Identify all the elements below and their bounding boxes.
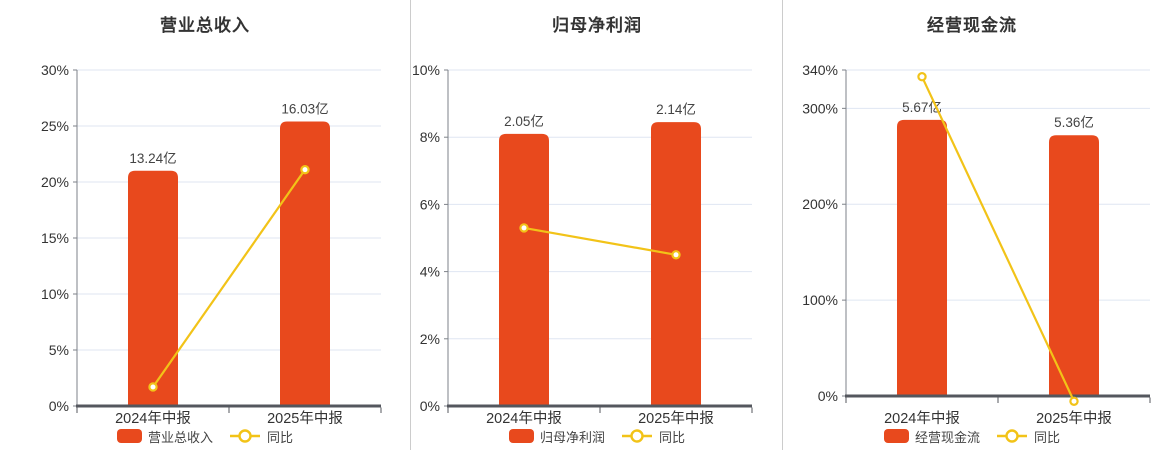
y-tick-label: 300% bbox=[802, 100, 838, 116]
legend-item-bar[interactable]: 归母净利润 bbox=[508, 427, 605, 446]
chart-title: 经营现金流 bbox=[927, 16, 1017, 35]
legend-line-label: 同比 bbox=[1034, 429, 1061, 445]
y-tick-label: 15% bbox=[41, 230, 69, 246]
chart-legend: 经营现金流 同比 bbox=[783, 426, 1160, 446]
legend-bar-label: 经营现金流 bbox=[914, 429, 980, 445]
cash-flow-chart-panel: 0% 100% 200% 300% 340% 5.67亿 5.36亿 2024年中报 2025年… bbox=[782, 0, 1160, 450]
chart-title: 归母净利润 bbox=[552, 16, 642, 35]
yoy-line bbox=[152, 169, 306, 388]
bar-value-label: 5.36亿 bbox=[1054, 115, 1094, 130]
y-tick-label: 340% bbox=[802, 62, 838, 78]
cash-flow-chart-canvas: 0% 100% 200% 300% 340% 5.67亿 5.36亿 2024年中报 2025年… bbox=[802, 62, 1151, 427]
revenue-chart-canvas: 0% 5% 10% 15% 20% 25% 30% 13.24亿 16.03亿 2024年中报 20… bbox=[41, 62, 382, 427]
y-tick-label: 200% bbox=[802, 196, 838, 212]
legend-bar-label: 营业总收入 bbox=[147, 429, 213, 445]
bar-value-label: 5.67亿 bbox=[902, 100, 942, 115]
line-swatch-icon bbox=[997, 429, 1027, 443]
bar-2025年中报[interactable] bbox=[1049, 135, 1099, 396]
revenue-chart-panel: 0% 5% 10% 15% 20% 25% 30% 13.24亿 16.03亿 2024年中报 20… bbox=[0, 0, 410, 450]
bar-value-label: 2.14亿 bbox=[656, 102, 696, 117]
x-category-label: 2024年中报 bbox=[115, 410, 191, 427]
y-tick-label: 6% bbox=[420, 196, 440, 212]
bar-swatch-icon bbox=[508, 429, 534, 443]
x-category-label: 2024年中报 bbox=[884, 410, 960, 427]
chart-title: 营业总收入 bbox=[160, 16, 250, 35]
yoy-line bbox=[523, 226, 677, 256]
yoy-marker-2024年中报[interactable] bbox=[917, 72, 927, 82]
bar-2024年中报[interactable] bbox=[499, 133, 549, 406]
net-profit-chart-canvas: 0% 2% 4% 6% 8% 10% 2.05亿 2.14亿 2024年中报 2025年中报 bbox=[412, 62, 753, 427]
bar-2025年中报[interactable] bbox=[651, 122, 701, 406]
y-tick-label: 4% bbox=[420, 264, 440, 280]
legend-item-bar[interactable]: 营业总收入 bbox=[116, 427, 213, 446]
y-tick-label: 100% bbox=[802, 292, 838, 308]
y-tick-label: 10% bbox=[41, 286, 69, 302]
y-tick-label: 20% bbox=[41, 174, 69, 190]
x-category-label: 2025年中报 bbox=[638, 410, 714, 427]
bar-swatch-icon bbox=[883, 429, 909, 443]
y-tick-label: 0% bbox=[49, 398, 69, 414]
net-profit-chart-panel: 0% 2% 4% 6% 8% 10% 2.05亿 2.14亿 2024年中报 2025年中报 归母… bbox=[410, 0, 783, 450]
bar-swatch-icon bbox=[116, 429, 142, 443]
bar-2024年中报[interactable] bbox=[897, 119, 947, 396]
line-swatch-icon bbox=[230, 429, 260, 443]
y-tick-label: 25% bbox=[41, 118, 69, 134]
y-tick-label: 0% bbox=[818, 388, 838, 404]
yoy-line bbox=[921, 76, 1075, 402]
legend-line-label: 同比 bbox=[267, 429, 294, 445]
y-tick-label: 10% bbox=[412, 62, 440, 78]
yoy-marker-2025年中报[interactable] bbox=[300, 164, 310, 175]
legend-line-label: 同比 bbox=[659, 429, 686, 445]
bar-2024年中报[interactable] bbox=[128, 170, 178, 406]
legend-item-line[interactable]: 同比 bbox=[229, 427, 293, 446]
x-category-label: 2025年中报 bbox=[1036, 410, 1112, 427]
yoy-marker-2025年中报[interactable] bbox=[671, 250, 681, 260]
y-tick-label: 2% bbox=[420, 331, 440, 347]
legend-bar-label: 归母净利润 bbox=[539, 429, 605, 445]
yoy-marker-2024年中报[interactable] bbox=[519, 223, 529, 233]
y-tick-label: 5% bbox=[49, 342, 69, 358]
legend-item-line[interactable]: 同比 bbox=[621, 427, 685, 446]
legend-item-bar[interactable]: 经营现金流 bbox=[883, 427, 980, 446]
x-category-label: 2025年中报 bbox=[267, 410, 343, 427]
legend-item-line[interactable]: 同比 bbox=[996, 427, 1060, 446]
y-tick-label: 8% bbox=[420, 129, 440, 145]
bar-value-label: 13.24亿 bbox=[129, 151, 176, 166]
chart-legend: 营业总收入 同比 bbox=[0, 426, 410, 446]
chart-legend: 归母净利润 同比 bbox=[411, 426, 783, 446]
yoy-marker-2025年中报[interactable] bbox=[1069, 396, 1079, 406]
bar-value-label: 2.05亿 bbox=[504, 114, 544, 129]
x-category-label: 2024年中报 bbox=[486, 410, 562, 427]
bar-2025年中报[interactable] bbox=[280, 121, 330, 407]
bar-value-label: 16.03亿 bbox=[281, 102, 328, 117]
y-tick-label: 0% bbox=[420, 398, 440, 414]
yoy-marker-2024年中报[interactable] bbox=[148, 382, 158, 392]
line-swatch-icon bbox=[622, 429, 652, 443]
y-tick-label: 30% bbox=[41, 62, 69, 78]
